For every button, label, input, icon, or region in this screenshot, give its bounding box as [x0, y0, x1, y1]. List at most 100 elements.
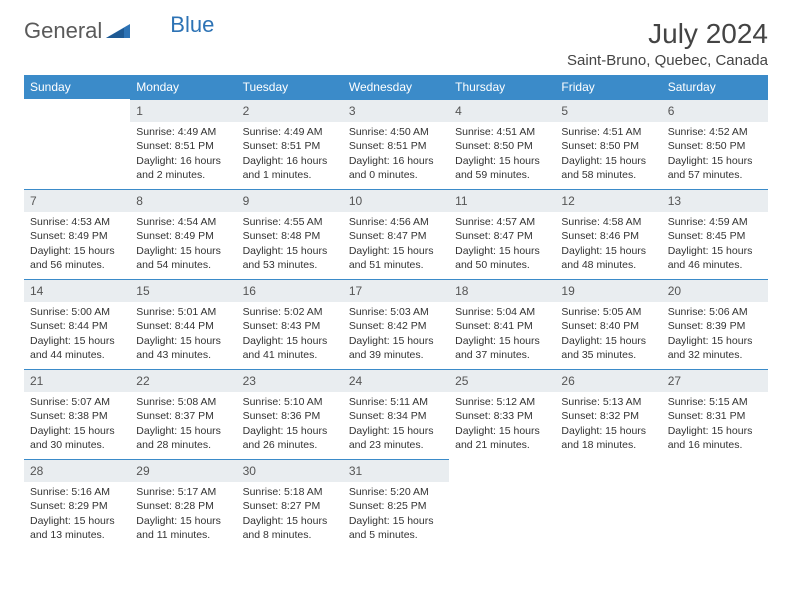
sunrise-line: Sunrise: 4:57 AM [455, 215, 549, 229]
sunrise-line: Sunrise: 5:18 AM [243, 485, 337, 499]
sunrise-line: Sunrise: 5:04 AM [455, 305, 549, 319]
daylight-line: Daylight: 15 hours and 48 minutes. [561, 244, 655, 272]
sunset-line: Sunset: 8:28 PM [136, 499, 230, 513]
calendar-cell: 27Sunrise: 5:15 AMSunset: 8:31 PMDayligh… [662, 369, 768, 459]
sunrise-line: Sunrise: 4:58 AM [561, 215, 655, 229]
calendar-cell: 9Sunrise: 4:55 AMSunset: 8:48 PMDaylight… [237, 189, 343, 279]
sunset-line: Sunset: 8:42 PM [349, 319, 443, 333]
sunset-line: Sunset: 8:38 PM [30, 409, 124, 423]
day-header: Saturday [662, 75, 768, 99]
sunset-line: Sunset: 8:29 PM [30, 499, 124, 513]
calendar-cell: 21Sunrise: 5:07 AMSunset: 8:38 PMDayligh… [24, 369, 130, 459]
daylight-line: Daylight: 16 hours and 0 minutes. [349, 154, 443, 182]
sunrise-line: Sunrise: 5:17 AM [136, 485, 230, 499]
day-number: 3 [343, 99, 449, 122]
day-header: Sunday [24, 75, 130, 99]
calendar-cell: 17Sunrise: 5:03 AMSunset: 8:42 PMDayligh… [343, 279, 449, 369]
calendar-cell: 29Sunrise: 5:17 AMSunset: 8:28 PMDayligh… [130, 459, 236, 549]
day-number: 12 [555, 189, 661, 212]
day-body: Sunrise: 4:54 AMSunset: 8:49 PMDaylight:… [130, 212, 236, 278]
day-body: Sunrise: 5:15 AMSunset: 8:31 PMDaylight:… [662, 392, 768, 458]
day-number: 14 [24, 279, 130, 302]
sunrise-line: Sunrise: 5:11 AM [349, 395, 443, 409]
sunrise-line: Sunrise: 4:59 AM [668, 215, 762, 229]
day-body: Sunrise: 4:59 AMSunset: 8:45 PMDaylight:… [662, 212, 768, 278]
sunrise-line: Sunrise: 5:12 AM [455, 395, 549, 409]
daylight-line: Daylight: 15 hours and 30 minutes. [30, 424, 124, 452]
sunrise-line: Sunrise: 5:13 AM [561, 395, 655, 409]
daylight-line: Daylight: 15 hours and 28 minutes. [136, 424, 230, 452]
day-number: 31 [343, 459, 449, 482]
day-body: Sunrise: 4:51 AMSunset: 8:50 PMDaylight:… [449, 122, 555, 188]
daylight-line: Daylight: 15 hours and 51 minutes. [349, 244, 443, 272]
calendar-cell: 18Sunrise: 5:04 AMSunset: 8:41 PMDayligh… [449, 279, 555, 369]
daylight-line: Daylight: 15 hours and 35 minutes. [561, 334, 655, 362]
day-body: Sunrise: 4:52 AMSunset: 8:50 PMDaylight:… [662, 122, 768, 188]
day-number: 1 [130, 99, 236, 122]
day-number: 25 [449, 369, 555, 392]
day-header: Tuesday [237, 75, 343, 99]
sunset-line: Sunset: 8:45 PM [668, 229, 762, 243]
day-number: 20 [662, 279, 768, 302]
sunrise-line: Sunrise: 5:07 AM [30, 395, 124, 409]
sunrise-line: Sunrise: 5:01 AM [136, 305, 230, 319]
day-body: Sunrise: 4:50 AMSunset: 8:51 PMDaylight:… [343, 122, 449, 188]
day-body: Sunrise: 5:18 AMSunset: 8:27 PMDaylight:… [237, 482, 343, 548]
sunrise-line: Sunrise: 5:00 AM [30, 305, 124, 319]
daylight-line: Daylight: 15 hours and 32 minutes. [668, 334, 762, 362]
calendar-row: 7Sunrise: 4:53 AMSunset: 8:49 PMDaylight… [24, 189, 768, 279]
calendar-cell: 23Sunrise: 5:10 AMSunset: 8:36 PMDayligh… [237, 369, 343, 459]
sunset-line: Sunset: 8:48 PM [243, 229, 337, 243]
day-number: 9 [237, 189, 343, 212]
sunset-line: Sunset: 8:50 PM [561, 139, 655, 153]
sunset-line: Sunset: 8:25 PM [349, 499, 443, 513]
sunrise-line: Sunrise: 5:08 AM [136, 395, 230, 409]
calendar-cell: 2Sunrise: 4:49 AMSunset: 8:51 PMDaylight… [237, 99, 343, 189]
calendar-row: 14Sunrise: 5:00 AMSunset: 8:44 PMDayligh… [24, 279, 768, 369]
daylight-line: Daylight: 15 hours and 11 minutes. [136, 514, 230, 542]
daylight-line: Daylight: 15 hours and 23 minutes. [349, 424, 443, 452]
calendar-cell [24, 99, 130, 189]
day-body: Sunrise: 4:55 AMSunset: 8:48 PMDaylight:… [237, 212, 343, 278]
sunset-line: Sunset: 8:34 PM [349, 409, 443, 423]
sunset-line: Sunset: 8:44 PM [136, 319, 230, 333]
daylight-line: Daylight: 15 hours and 43 minutes. [136, 334, 230, 362]
sunset-line: Sunset: 8:37 PM [136, 409, 230, 423]
day-body: Sunrise: 5:06 AMSunset: 8:39 PMDaylight:… [662, 302, 768, 368]
day-number: 24 [343, 369, 449, 392]
sunrise-line: Sunrise: 5:02 AM [243, 305, 337, 319]
sunrise-line: Sunrise: 4:49 AM [136, 125, 230, 139]
day-body: Sunrise: 5:07 AMSunset: 8:38 PMDaylight:… [24, 392, 130, 458]
daylight-line: Daylight: 15 hours and 39 minutes. [349, 334, 443, 362]
day-body: Sunrise: 5:01 AMSunset: 8:44 PMDaylight:… [130, 302, 236, 368]
sunrise-line: Sunrise: 5:06 AM [668, 305, 762, 319]
calendar-cell: 12Sunrise: 4:58 AMSunset: 8:46 PMDayligh… [555, 189, 661, 279]
calendar-cell [449, 459, 555, 549]
calendar-cell: 3Sunrise: 4:50 AMSunset: 8:51 PMDaylight… [343, 99, 449, 189]
sunrise-line: Sunrise: 4:52 AM [668, 125, 762, 139]
calendar-row: 21Sunrise: 5:07 AMSunset: 8:38 PMDayligh… [24, 369, 768, 459]
calendar-cell: 13Sunrise: 4:59 AMSunset: 8:45 PMDayligh… [662, 189, 768, 279]
day-number: 28 [24, 459, 130, 482]
brand-name-b: Blue [170, 12, 214, 38]
calendar-cell: 28Sunrise: 5:16 AMSunset: 8:29 PMDayligh… [24, 459, 130, 549]
day-number: 7 [24, 189, 130, 212]
day-body: Sunrise: 5:16 AMSunset: 8:29 PMDaylight:… [24, 482, 130, 548]
day-body: Sunrise: 4:57 AMSunset: 8:47 PMDaylight:… [449, 212, 555, 278]
calendar-table: SundayMondayTuesdayWednesdayThursdayFrid… [24, 75, 768, 549]
sunrise-line: Sunrise: 4:53 AM [30, 215, 124, 229]
daylight-line: Daylight: 15 hours and 26 minutes. [243, 424, 337, 452]
day-number: 22 [130, 369, 236, 392]
day-number: 30 [237, 459, 343, 482]
day-header: Thursday [449, 75, 555, 99]
daylight-line: Daylight: 15 hours and 46 minutes. [668, 244, 762, 272]
sunrise-line: Sunrise: 4:49 AM [243, 125, 337, 139]
sunrise-line: Sunrise: 5:16 AM [30, 485, 124, 499]
calendar-cell: 1Sunrise: 4:49 AMSunset: 8:51 PMDaylight… [130, 99, 236, 189]
sunrise-line: Sunrise: 5:10 AM [243, 395, 337, 409]
calendar-cell: 30Sunrise: 5:18 AMSunset: 8:27 PMDayligh… [237, 459, 343, 549]
day-body: Sunrise: 5:02 AMSunset: 8:43 PMDaylight:… [237, 302, 343, 368]
day-body: Sunrise: 5:13 AMSunset: 8:32 PMDaylight:… [555, 392, 661, 458]
day-header: Wednesday [343, 75, 449, 99]
daylight-line: Daylight: 15 hours and 18 minutes. [561, 424, 655, 452]
